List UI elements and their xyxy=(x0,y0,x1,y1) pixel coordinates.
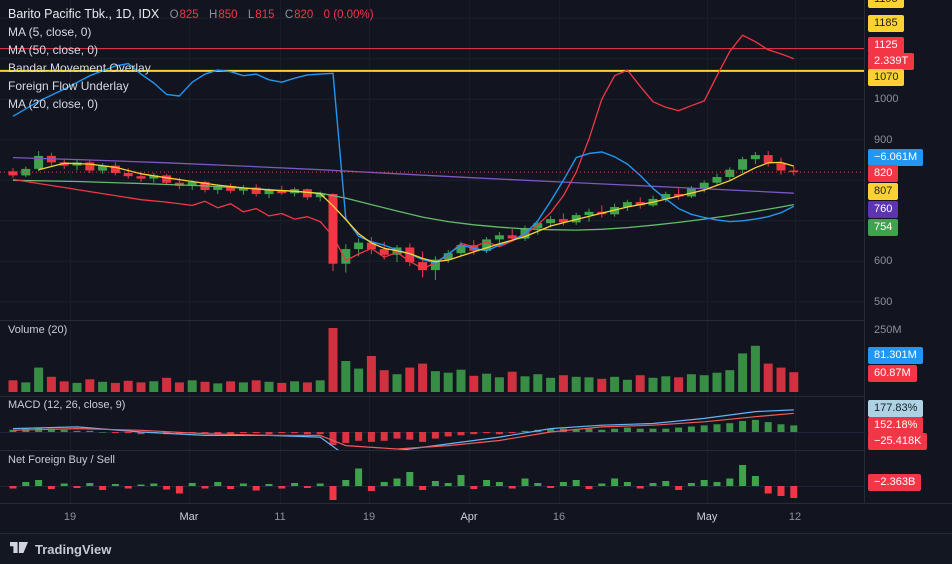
change-value: 0 (0.00%) xyxy=(323,9,374,21)
chart-canvas[interactable] xyxy=(0,0,864,503)
foreign-flow-line xyxy=(12,62,795,264)
price-badge: 1195 xyxy=(868,0,904,8)
ma5-line xyxy=(38,161,794,263)
price-pane xyxy=(0,34,864,280)
net-foreign-pane-label[interactable]: Net Foreign Buy / Sell xyxy=(8,454,115,466)
indicator-list: MA (5, close, 0) MA (50, close, 0) Bandar … xyxy=(8,23,374,113)
ohlc-open-label: O xyxy=(169,9,179,21)
price-badge: −2.363B xyxy=(868,474,922,491)
footer-bar: TradingView xyxy=(0,533,952,564)
price-axis-label: 500 xyxy=(874,296,893,308)
ohlc-high-value: 850 xyxy=(218,9,238,21)
time-axis[interactable]: 19 Mar 11 19 Apr 16 May 12 xyxy=(0,503,952,533)
tradingview-brand[interactable]: TradingView xyxy=(35,541,112,557)
price-badge: −6.061M xyxy=(868,149,924,166)
ohlc-close-value: 820 xyxy=(294,9,314,21)
price-badge: 1125 xyxy=(868,37,904,54)
macd-pane xyxy=(0,409,864,450)
price-badge: 60.87M xyxy=(868,365,917,382)
macd-pane-label[interactable]: MACD (12, 26, close, 9) xyxy=(8,399,126,411)
ohlc-low-label: L xyxy=(247,9,255,21)
tradingview-logo[interactable] xyxy=(10,539,28,559)
time-axis-label: Mar xyxy=(179,511,199,523)
grid xyxy=(0,0,864,503)
time-axis-label: May xyxy=(696,511,718,523)
price-badge: −25.418K xyxy=(868,433,928,450)
time-axis-label: 16 xyxy=(552,511,566,523)
price-badge: 820 xyxy=(868,165,899,182)
price-badge: 81.301M xyxy=(868,347,923,364)
volume-pane xyxy=(8,328,799,392)
price-axis-label: 250M xyxy=(874,324,902,336)
ohlc-open-value: 825 xyxy=(179,9,199,21)
net-foreign-pane xyxy=(0,465,864,500)
price-badge: 1070 xyxy=(868,69,905,86)
chart-legend: Barito Pacific Tbk., 1D, IDX O825 H850 L… xyxy=(8,5,374,113)
macd-signal-line xyxy=(12,412,794,450)
ohlc-low-value: 815 xyxy=(255,9,275,21)
price-badge: 1185 xyxy=(868,15,904,32)
price-badge: 754 xyxy=(868,219,899,236)
legend-indicator[interactable]: MA (5, close, 0) xyxy=(8,25,92,39)
ohlc-high-label: H xyxy=(209,9,218,21)
time-axis-label: 12 xyxy=(788,511,802,523)
tradingview-logo-icon xyxy=(10,542,28,553)
legend-indicator[interactable]: MA (50, close, 0) xyxy=(8,43,99,57)
symbol-title-row[interactable]: Barito Pacific Tbk., 1D, IDX O825 H850 L… xyxy=(8,5,374,23)
time-axis-label: 19 xyxy=(362,511,376,523)
legend-indicator[interactable]: Foreign Flow Underlay xyxy=(8,79,129,93)
legend-indicator[interactable]: Bandar Movement Overlay xyxy=(8,61,151,75)
price-badge: 760 xyxy=(868,201,899,218)
time-axis-label: 11 xyxy=(274,511,286,523)
price-axis-label: 1000 xyxy=(874,93,899,105)
price-axis-label: 900 xyxy=(874,134,893,146)
ohlc-close-label: C xyxy=(284,9,294,21)
price-badge: 807 xyxy=(868,183,899,200)
price-badge: 177.83% xyxy=(868,400,924,417)
price-badge: 2.339T xyxy=(868,53,915,70)
ma20-line xyxy=(12,156,794,194)
time-axis-label: 19 xyxy=(63,511,77,523)
price-badge: 152.18% xyxy=(868,417,924,434)
time-axis-label: Apr xyxy=(460,511,478,523)
legend-indicator[interactable]: MA (20, close, 0) xyxy=(8,97,99,111)
symbol-title[interactable]: Barito Pacific Tbk., 1D, IDX xyxy=(8,7,160,21)
price-axis-label: 600 xyxy=(874,255,893,267)
volume-pane-label[interactable]: Volume (20) xyxy=(8,324,68,336)
